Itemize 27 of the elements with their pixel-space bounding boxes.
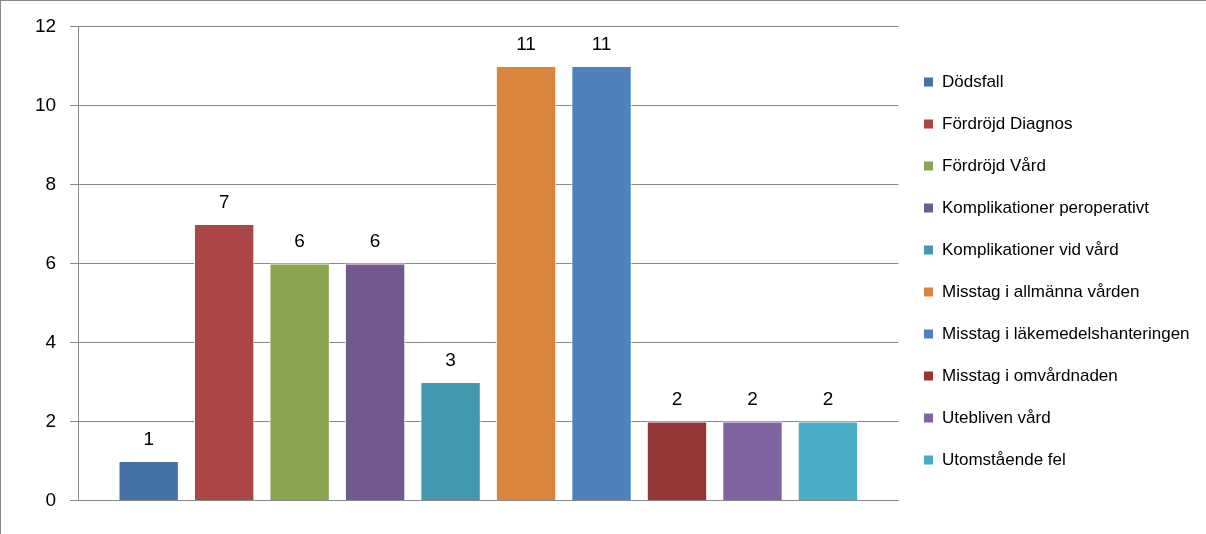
data-label: 6 (294, 230, 305, 252)
legend-label: Komplikationer peroperativt (942, 197, 1150, 217)
legend-label: Utebliven vård (942, 407, 1051, 427)
y-tick-label: 0 (45, 488, 57, 510)
data-label: 3 (445, 348, 456, 370)
legend-label: Misstag i läkemedelshanteringen (942, 323, 1190, 343)
legend-label: Misstag i allmänna vården (942, 281, 1140, 301)
data-label: 1 (143, 427, 154, 449)
data-label: 2 (671, 388, 683, 410)
data-label: 11 (516, 32, 536, 54)
data-label: 2 (822, 388, 834, 410)
legend-label: Utomstående fel (942, 449, 1066, 469)
data-label: 11 (591, 32, 612, 54)
data-label: 6 (369, 230, 381, 252)
legend-label: Misstag i omvårdnaden (942, 365, 1118, 385)
y-tick-label: 6 (45, 251, 57, 273)
y-tick-label: 10 (34, 93, 57, 115)
y-tick-label: 12 (34, 14, 57, 36)
y-tick-label: 4 (45, 330, 57, 352)
y-tick-label: 8 (45, 172, 57, 194)
legend-label: Fördröjd Diagnos (942, 113, 1073, 133)
legend-label: Komplikationer vid vård (942, 239, 1119, 259)
data-label: 7 (218, 190, 230, 212)
legend-label: Fördröjd Vård (942, 155, 1046, 175)
data-label: 2 (747, 388, 758, 410)
y-tick-label: 2 (45, 409, 57, 431)
legend-label: Dödsfall (942, 71, 1004, 91)
